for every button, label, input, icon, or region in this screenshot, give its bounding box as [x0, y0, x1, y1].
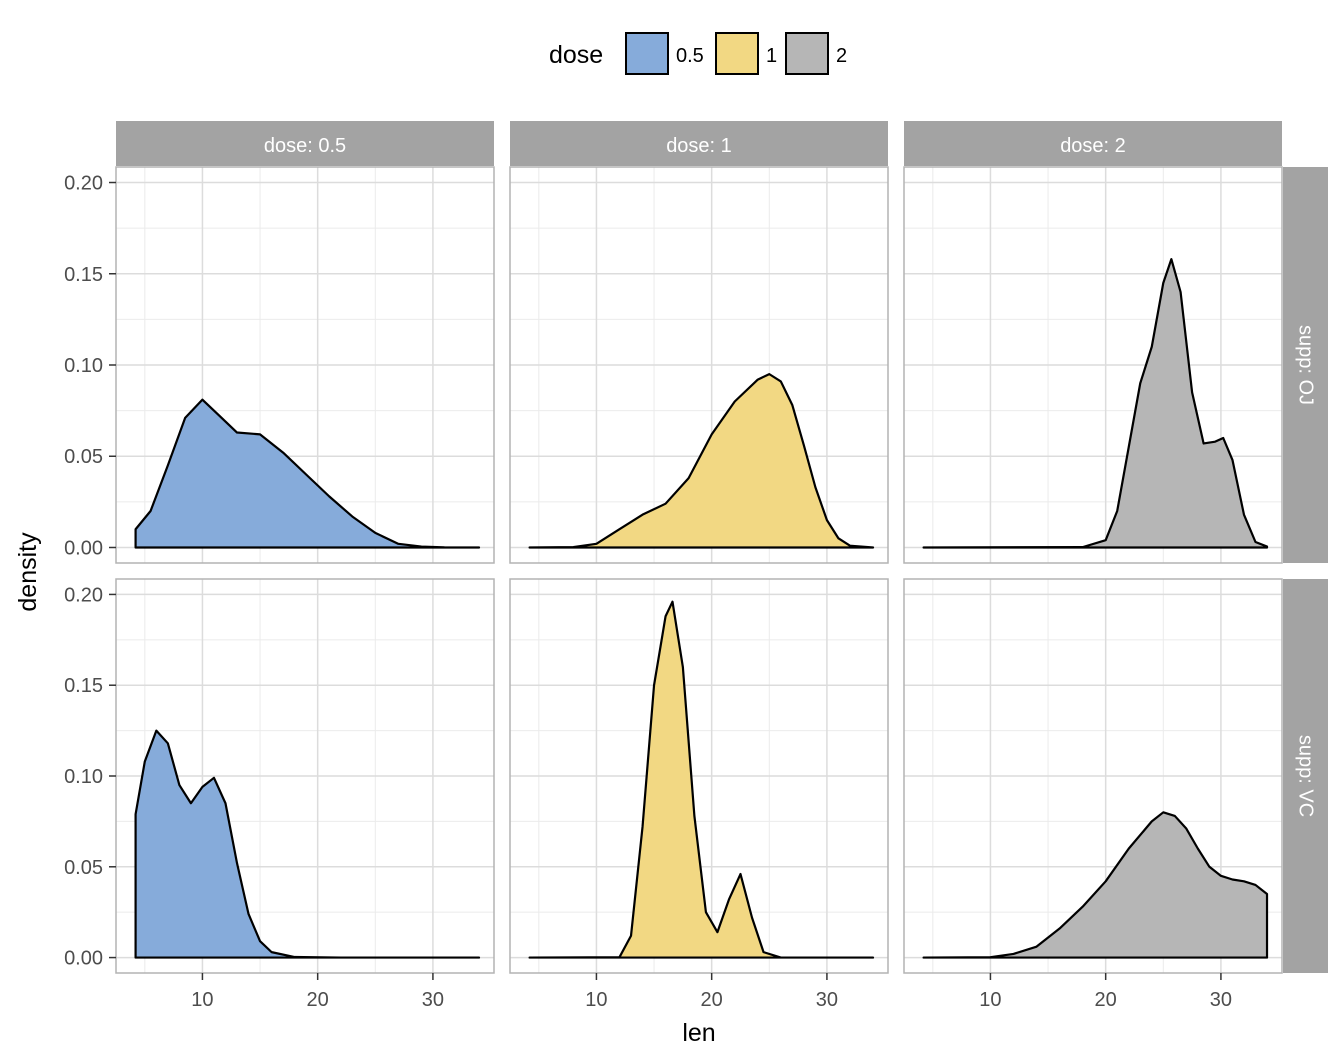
x-tick-label: 20 — [307, 989, 329, 1011]
y-tick-label: 0.20 — [64, 584, 103, 606]
legend-key-0-5 — [625, 32, 669, 75]
panel-r0-c0 — [115, 166, 495, 564]
density-area-dose-1 — [528, 373, 875, 549]
facet-panels: dose: 0.5 dose: 1 dose: 2 supp: OJ supp: VC — [115, 121, 1328, 974]
y-axis-title: density — [14, 532, 42, 612]
legend-key-1 — [715, 32, 759, 75]
y-tick-label: 0.15 — [64, 264, 103, 286]
y-tick-label: 0.05 — [64, 446, 103, 468]
panel-border — [903, 578, 1283, 974]
x-tick-label: 10 — [585, 989, 607, 1011]
density-area-dose-2 — [922, 258, 1269, 549]
density-area-dose-1 — [528, 600, 875, 959]
row-strip-label: supp: OJ — [1295, 325, 1317, 405]
row-strip-0 — [1283, 167, 1328, 563]
col-strip-label: dose: 1 — [666, 135, 732, 157]
x-axis-title: len — [682, 1019, 715, 1047]
legend-label-1: 1 — [766, 45, 777, 67]
legend-label-2: 2 — [836, 45, 847, 67]
x-tick-label: 10 — [191, 989, 213, 1011]
density-area-dose-0-5 — [134, 729, 481, 959]
legend: dose 0.5 1 2 — [549, 32, 847, 75]
y-tick-label: 0.20 — [64, 173, 103, 195]
x-tick-label: 30 — [422, 989, 444, 1011]
col-strip-0 — [116, 121, 494, 166]
legend-title: dose — [549, 41, 603, 69]
panel-border — [509, 166, 889, 564]
panel-r1-c2 — [903, 578, 1283, 974]
panel-r1-c1 — [509, 578, 889, 974]
x-tick-label: 20 — [701, 989, 723, 1011]
x-tick-label: 30 — [816, 989, 838, 1011]
axes: 0.00 0.05 0.10 0.15 0.20 0.00 0.05 0.10 0.15 0.20… — [64, 173, 1232, 1011]
y-tick-label: 0.00 — [64, 948, 103, 970]
col-strip-1 — [510, 121, 888, 166]
density-area-dose-2 — [922, 811, 1269, 959]
col-strip-label: dose: 2 — [1060, 135, 1126, 157]
row-strip-1 — [1283, 579, 1328, 973]
x-tick-label: 20 — [1095, 989, 1117, 1011]
col-strip-label: dose: 0.5 — [264, 135, 346, 157]
legend-label-0-5: 0.5 — [676, 45, 704, 67]
y-tick-label: 0.00 — [64, 537, 103, 559]
panel-border — [509, 578, 889, 974]
row-strip-label: supp: VC — [1295, 735, 1317, 817]
panel-r1-c0 — [115, 578, 495, 974]
y-tick-label: 0.10 — [64, 766, 103, 788]
y-tick-label: 0.15 — [64, 675, 103, 697]
col-strip-2 — [904, 121, 1282, 166]
x-tick-label: 30 — [1210, 989, 1232, 1011]
x-tick-label: 10 — [979, 989, 1001, 1011]
panel-border — [903, 166, 1283, 564]
y-tick-label: 0.10 — [64, 355, 103, 377]
legend-key-2 — [785, 32, 829, 75]
y-tick-label: 0.05 — [64, 857, 103, 879]
density-area-dose-0-5 — [134, 398, 481, 549]
panel-r0-c1 — [509, 166, 889, 564]
panel-r0-c2 — [903, 166, 1283, 564]
